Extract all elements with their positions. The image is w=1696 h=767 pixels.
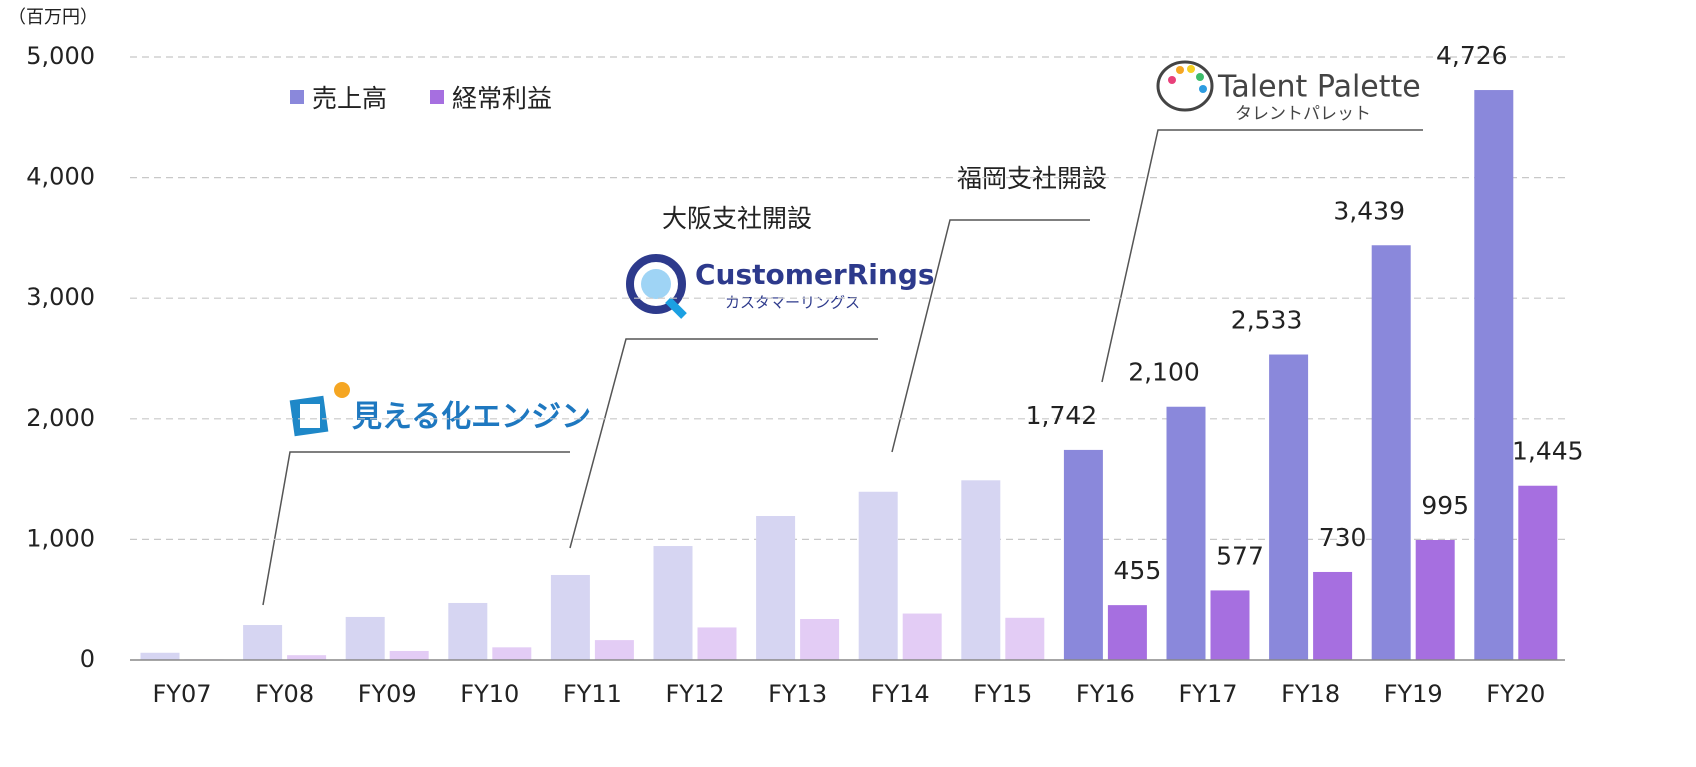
x-tick-label: FY07 [152, 680, 211, 708]
x-tick-label: FY11 [563, 680, 622, 708]
annotation: 見える化エンジン [352, 400, 591, 435]
x-tick-label: FY19 [1384, 680, 1443, 708]
bar [1005, 617, 1045, 660]
y-tick-label: 2,000 [26, 404, 95, 432]
x-tick-label: FY20 [1486, 680, 1545, 708]
bar [243, 625, 283, 660]
bar [492, 647, 532, 660]
talentpalette-logo: Talent Palette タレントパレット [1156, 60, 1421, 124]
data-label: 995 [1421, 491, 1469, 520]
y-tick-label: 1,000 [26, 524, 95, 552]
data-label: 455 [1114, 556, 1162, 585]
legend-label: 売上高 [312, 84, 387, 113]
bar [345, 616, 385, 660]
bar [961, 480, 1001, 660]
legend-label: 経常利益 [452, 84, 552, 113]
bar [697, 627, 737, 660]
bar [1107, 605, 1147, 660]
unit-label: （百万円） [8, 7, 98, 28]
x-tick-label: FY08 [255, 680, 314, 708]
x-tick-label: FY17 [1178, 680, 1237, 708]
bar [1063, 449, 1103, 660]
bar [1210, 590, 1250, 660]
legend-swatch [430, 90, 444, 104]
x-tick-label: FY15 [973, 680, 1032, 708]
bar [1474, 90, 1514, 660]
bar [448, 602, 488, 660]
bar [902, 613, 942, 660]
legend-swatch [290, 90, 304, 104]
data-label: 2,533 [1231, 306, 1303, 335]
bar [800, 618, 840, 660]
bar [389, 650, 429, 660]
y-tick-label: 5,000 [26, 42, 95, 70]
bar [1166, 406, 1206, 660]
annotation: CustomerRings [695, 258, 935, 291]
annotation: 大阪支社開設 [662, 204, 812, 233]
x-tick-label: FY09 [358, 680, 417, 708]
leader-line [569, 338, 878, 549]
y-tick-label: 0 [80, 645, 95, 673]
mieruka-logo: 見える化エンジン [289, 382, 591, 437]
data-label: 2,100 [1128, 358, 1200, 387]
annotation: 福岡支社開設 [957, 164, 1107, 193]
leader-line [891, 219, 1090, 453]
x-tick-label: FY13 [768, 680, 827, 708]
x-tick-label: FY12 [665, 680, 724, 708]
data-label: 3,439 [1333, 196, 1405, 225]
bar [594, 640, 634, 660]
bar [1313, 571, 1353, 660]
leader-line [262, 451, 570, 606]
bar [653, 546, 693, 660]
data-label: 4,726 [1436, 41, 1508, 70]
x-tick-label: FY16 [1076, 680, 1135, 708]
bar [1415, 540, 1455, 660]
y-tick-label: 4,000 [26, 163, 95, 191]
x-tick-label: FY18 [1281, 680, 1340, 708]
bar [756, 516, 796, 660]
x-tick-label: FY10 [460, 680, 519, 708]
bar [550, 574, 590, 660]
bar [1269, 354, 1309, 660]
annotation: Talent Palette [1217, 70, 1421, 105]
bar [140, 652, 180, 660]
annotation: タレントパレット [1235, 104, 1371, 124]
bar [287, 655, 327, 660]
bar [1371, 245, 1411, 661]
data-label: 577 [1216, 541, 1264, 570]
data-label: 1,445 [1512, 437, 1584, 466]
annotation: カスタマーリングス [725, 294, 860, 312]
y-tick-label: 3,000 [26, 283, 95, 311]
x-tick-label: FY14 [871, 680, 930, 708]
bar [858, 491, 898, 660]
bar [1518, 485, 1558, 660]
data-label: 730 [1319, 523, 1367, 552]
customerrings-logo: CustomerRings カスタマーリングス [626, 254, 935, 319]
data-label: 1,742 [1026, 401, 1098, 430]
